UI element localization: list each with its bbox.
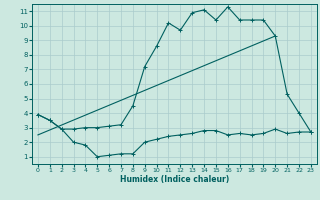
X-axis label: Humidex (Indice chaleur): Humidex (Indice chaleur) (120, 175, 229, 184)
